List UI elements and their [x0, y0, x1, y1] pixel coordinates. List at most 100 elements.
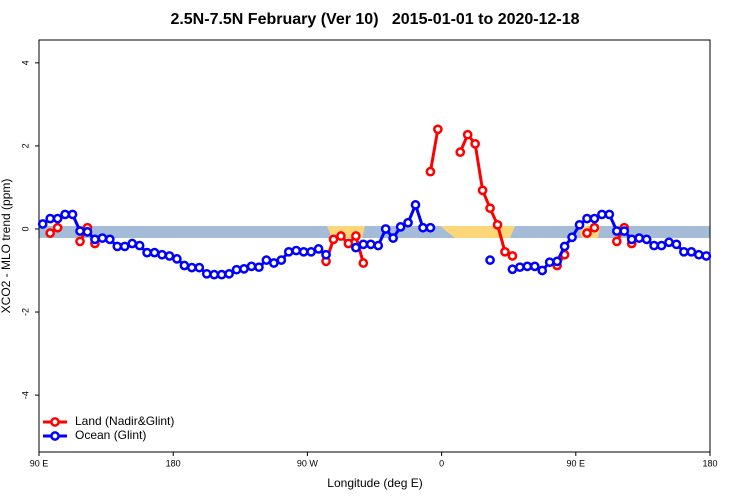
y-tick-label: 0 — [20, 226, 30, 231]
data-point — [164, 251, 175, 261]
data-point — [589, 222, 600, 233]
data-point — [522, 261, 533, 272]
data-point — [52, 213, 63, 224]
data-point — [306, 246, 316, 257]
data-point — [537, 265, 548, 276]
y-tick-label: 2 — [20, 143, 30, 148]
data-point — [186, 262, 197, 273]
legend-label: Land (Nadir&Glint) — [75, 414, 174, 428]
data-point — [45, 213, 56, 224]
y-tick-label: -4 — [20, 391, 30, 399]
data-point — [119, 241, 130, 252]
data-point — [492, 219, 503, 230]
data-point — [693, 249, 704, 260]
data-point — [485, 203, 495, 214]
data-point — [649, 240, 659, 251]
data-point — [425, 222, 436, 233]
data-point — [611, 236, 622, 247]
data-point — [634, 233, 645, 243]
x-tick-label: 90 E — [567, 458, 586, 468]
surface-strip — [39, 226, 710, 238]
data-point — [358, 258, 369, 268]
data-point — [224, 268, 234, 279]
data-point — [134, 240, 145, 251]
ocean-strip — [39, 226, 710, 238]
data-point — [574, 219, 585, 230]
data-point — [351, 231, 361, 241]
data-point — [321, 249, 331, 260]
data-point — [567, 232, 577, 243]
data-point — [351, 242, 361, 253]
data-point — [485, 255, 495, 265]
data-point — [45, 228, 56, 238]
data-point — [656, 240, 667, 251]
plot-frame — [38, 39, 711, 453]
data-point — [388, 233, 398, 243]
data-point — [470, 138, 480, 149]
x-tick-label: 90 W — [297, 458, 319, 468]
data-point — [75, 236, 85, 247]
data-point — [246, 261, 257, 272]
data-point — [127, 238, 138, 249]
data-point — [626, 234, 637, 245]
data-point — [157, 249, 167, 260]
data-point — [507, 251, 518, 261]
data-point — [619, 226, 630, 236]
data-point — [60, 209, 70, 220]
data-point — [455, 147, 466, 157]
data-point — [201, 268, 212, 279]
data-point — [67, 209, 78, 220]
data-point — [328, 234, 339, 245]
y-tick-label: 4 — [20, 60, 30, 65]
data-point — [559, 241, 570, 252]
data-point — [142, 247, 152, 258]
data-point — [410, 200, 421, 210]
data-point — [343, 238, 354, 249]
x-tick-label: 0 — [439, 458, 444, 468]
data-point — [179, 260, 190, 271]
data-point — [604, 209, 615, 220]
legend-label: Ocean (Glint) — [75, 428, 146, 442]
data-point — [462, 129, 473, 140]
x-tick-label: 180 — [702, 458, 717, 468]
data-point — [589, 213, 600, 224]
data-point — [149, 247, 160, 258]
x-tick-label: 180 — [166, 458, 181, 468]
chart-title: 2.5N-7.5N February (Ver 10) 2015-01-01 t… — [170, 11, 579, 28]
data-point — [373, 240, 384, 251]
data-point — [283, 246, 294, 257]
data-point — [380, 224, 391, 234]
data-point — [172, 254, 182, 264]
data-point — [112, 241, 123, 252]
data-point — [529, 261, 540, 272]
data-point — [365, 239, 376, 250]
data-point — [90, 234, 100, 245]
data-point — [239, 263, 249, 274]
data-point — [209, 269, 220, 280]
data-point — [418, 222, 428, 233]
data-point — [403, 217, 413, 228]
y-axis-title: XCO2 - MLO trend (ppm) — [0, 179, 13, 314]
legend-marker — [50, 417, 60, 427]
data-point — [52, 222, 63, 233]
data-point — [701, 251, 712, 261]
data-point — [298, 246, 309, 257]
data-point — [291, 245, 302, 256]
data-point — [671, 239, 682, 250]
data-point — [358, 239, 369, 250]
data-point — [104, 234, 115, 245]
data-point — [507, 264, 518, 275]
data-point — [313, 244, 324, 254]
data-point — [597, 209, 607, 220]
data-point — [37, 219, 48, 229]
data-point — [395, 222, 406, 232]
legend-marker — [50, 431, 60, 441]
data-point — [500, 246, 510, 257]
data-point — [686, 246, 697, 257]
data-point — [544, 257, 555, 268]
data-point — [425, 166, 436, 177]
y-tick-label: -2 — [20, 308, 30, 316]
data-point — [515, 262, 525, 273]
data-point — [261, 255, 272, 265]
data-point — [276, 255, 287, 265]
